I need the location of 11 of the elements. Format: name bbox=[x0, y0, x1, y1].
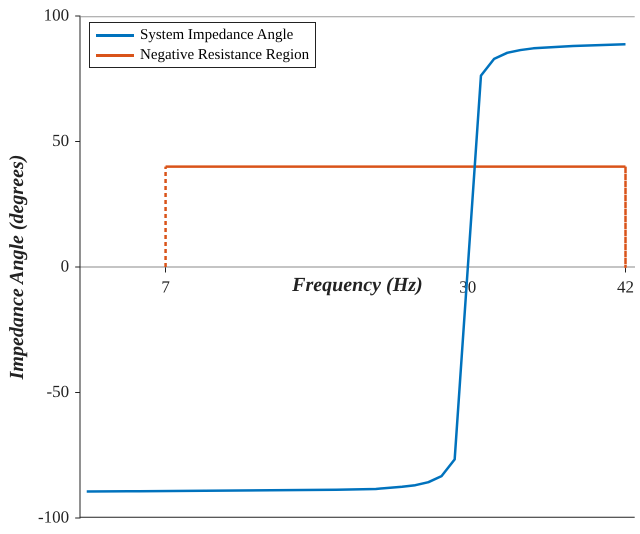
legend-label: Negative Resistance Region bbox=[140, 46, 310, 65]
x-axis-title: Frequency (Hz) bbox=[291, 274, 423, 296]
y-tick-label: 50 bbox=[52, 131, 70, 150]
x-tick-label: 7 bbox=[161, 278, 170, 297]
y-tick-label: 100 bbox=[44, 6, 70, 25]
legend-label: System Impedance Angle bbox=[140, 26, 294, 45]
x-tick-label: 42 bbox=[617, 278, 634, 297]
y-tick-label: 0 bbox=[60, 256, 70, 276]
y-tick-label: -50 bbox=[46, 382, 70, 401]
y-tick-label: -100 bbox=[38, 507, 70, 526]
y-axis-title: Impedance Angle (degrees) bbox=[6, 154, 28, 380]
